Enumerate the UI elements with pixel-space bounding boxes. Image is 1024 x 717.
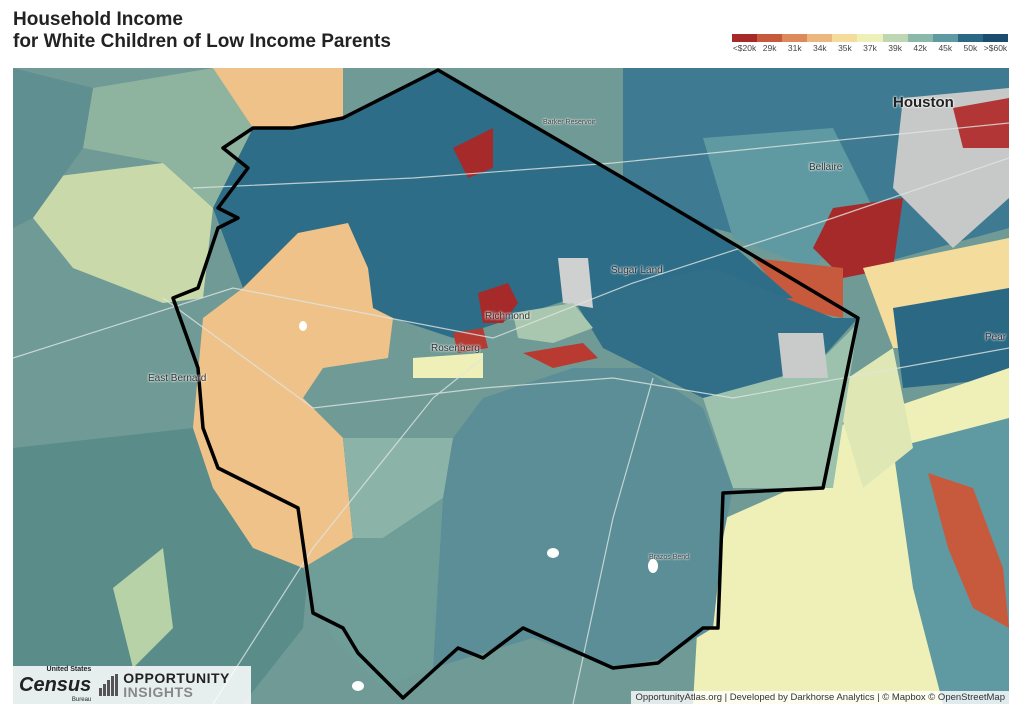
- place-label-rosenberg: Rosenberg: [431, 343, 480, 354]
- tract-county-sugarland-gray[interactable]: [558, 258, 593, 308]
- tract-west-light[interactable]: [33, 163, 213, 303]
- tract-far-west[interactable]: [13, 68, 93, 228]
- lake-marker-3: [299, 321, 307, 331]
- legend-tick-label: 31k: [787, 43, 802, 53]
- tract-east-pearland[interactable]: [893, 288, 1009, 388]
- page-title: Household Income for White Children of L…: [13, 9, 391, 53]
- opportunity-insights-bars-icon: [99, 674, 119, 696]
- legend-color-bar: [732, 34, 1009, 42]
- legend-tick-label: >$60k: [983, 43, 1008, 53]
- tract-south-red[interactable]: [523, 343, 598, 368]
- tract-east-orange[interactable]: [753, 258, 843, 318]
- road-highway-3: [192, 122, 1009, 189]
- legend-swatch: [782, 34, 808, 42]
- title-line-1: Household Income: [13, 9, 183, 30]
- road-highway-1: [13, 157, 1009, 359]
- road-network: [13, 122, 1009, 704]
- place-label-barker-reservoir: Barker Reservoir: [543, 119, 596, 126]
- road-highway-2: [162, 297, 1009, 409]
- road-highway-5: [572, 377, 654, 704]
- legend-swatch: [832, 34, 858, 42]
- legend-tick-label: 50k: [963, 43, 978, 53]
- legend-tick-label: 35k: [838, 43, 852, 53]
- legend-tick-label: 34k: [812, 43, 827, 53]
- tract-north-red[interactable]: [453, 128, 493, 178]
- legend-swatch: [932, 34, 958, 42]
- oi-logo-line-1: OPPORTUNITY: [123, 670, 230, 686]
- census-logo-bottom: Bureau: [71, 697, 92, 703]
- road-highway-4: [212, 357, 484, 704]
- legend-swatch: [907, 34, 933, 42]
- legend-tick-label: <$20k: [732, 43, 757, 53]
- legend-swatch: [857, 34, 883, 42]
- legend-tick-labels: <$20k 29k 31k 34k 35k 37k 39k 42k 45k 50k >$60k: [732, 43, 1008, 53]
- legend-swatch: [757, 34, 783, 42]
- place-label-brazos-bend: Brazos Bend: [649, 554, 690, 561]
- tract-south-light[interactable]: [113, 548, 173, 668]
- tract-east-teal[interactable]: [893, 418, 1009, 704]
- place-label-east-bernard: East Bernard: [148, 373, 207, 384]
- title-line-2: for White Children of Low Income Parents: [13, 31, 391, 52]
- lake-marker-2: [648, 559, 658, 573]
- tract-richmond-red[interactable]: [478, 283, 518, 323]
- legend-tick-label: 37k: [863, 43, 877, 53]
- tract-west-green[interactable]: [83, 68, 253, 208]
- tract-county-south-light[interactable]: [343, 438, 453, 538]
- map-canvas[interactable]: [13, 68, 1009, 704]
- legend-swatch: [982, 34, 1009, 42]
- legend-tick-label: 39k: [888, 43, 902, 53]
- legend-swatch: [807, 34, 833, 42]
- lake-marker-4: [352, 681, 364, 691]
- place-label-sugar-land: Sugar Land: [611, 265, 663, 276]
- legend-tick-label: 29k: [762, 43, 777, 53]
- legend-swatch: [882, 34, 908, 42]
- legend-swatch: [732, 34, 758, 42]
- map-view[interactable]: Houston Bellaire Sugar Land Richmond Ros…: [13, 68, 1009, 704]
- partner-logos: United States Census Bureau OPPORTUNITY …: [13, 666, 251, 704]
- tract-sugarland-light[interactable]: [513, 303, 593, 343]
- tract-richmond-red-2[interactable]: [453, 328, 488, 353]
- census-bureau-logo: United States Census Bureau: [19, 665, 91, 704]
- place-label-bellaire: Bellaire: [809, 162, 843, 173]
- legend-tick-label: 45k: [938, 43, 953, 53]
- tract-houston-red-1[interactable]: [813, 198, 903, 278]
- legend-tick-label: 42k: [913, 43, 928, 53]
- census-logo-top: United States: [46, 666, 92, 673]
- opportunity-insights-logo: OPPORTUNITY INSIGHTS: [99, 671, 230, 699]
- color-legend: <$20k 29k 31k 34k 35k 37k 39k 42k 45k 50k >$60k: [732, 34, 1009, 53]
- tract-county-southwest[interactable]: [303, 498, 443, 688]
- census-logo-main: Census: [19, 674, 92, 696]
- place-label-pearland: Pear: [985, 332, 1007, 343]
- place-label-richmond: Richmond: [485, 311, 531, 322]
- map-attribution[interactable]: OpportunityAtlas.org | Developed by Dark…: [631, 691, 1009, 704]
- tract-houston-red-2[interactable]: [953, 98, 1009, 148]
- tract-county-gray-east[interactable]: [778, 333, 828, 378]
- tract-east-pale[interactable]: [833, 348, 913, 488]
- place-label-houston: Houston: [893, 94, 954, 111]
- tract-east-rust[interactable]: [928, 473, 1009, 628]
- oi-logo-line-2: INSIGHTS: [123, 684, 194, 700]
- lake-marker-1: [547, 548, 559, 558]
- legend-swatch: [957, 34, 983, 42]
- county-boundary: [171, 68, 860, 700]
- tract-northwest-orange[interactable]: [213, 68, 343, 128]
